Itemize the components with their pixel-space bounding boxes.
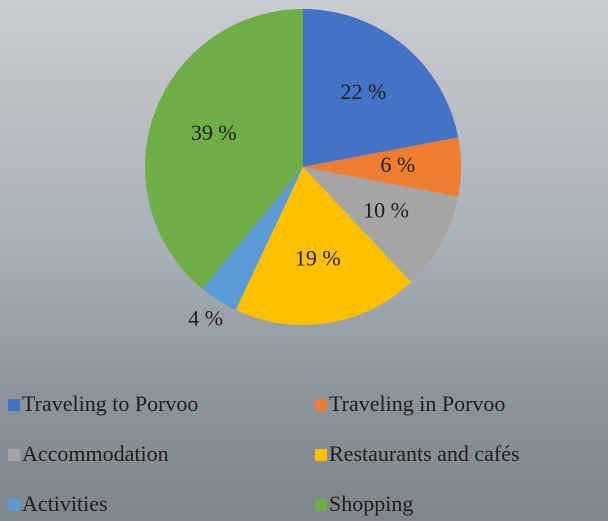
data-label: 4 %	[188, 305, 223, 330]
legend-label: Traveling in Porvoo	[329, 391, 505, 416]
legend-swatch	[8, 499, 20, 511]
legend-label: Activities	[22, 491, 108, 516]
data-label: 22 %	[341, 79, 387, 104]
legend-swatch	[315, 449, 327, 461]
chart: 22 % 6 % 10 % 19 % 4 % 39 % Traveling to Porv…	[0, 0, 608, 521]
legend-label: Restaurants and cafés	[329, 441, 520, 466]
data-label: 10 %	[363, 198, 409, 223]
legend-swatch	[8, 399, 20, 411]
legend-swatch	[8, 449, 20, 461]
data-label: 6 %	[380, 152, 415, 177]
legend-swatch	[315, 399, 327, 411]
legend-label: Accommodation	[22, 441, 169, 466]
data-label: 19 %	[295, 246, 341, 271]
legend-label: Shopping	[329, 491, 413, 516]
legend-label: Traveling to Porvoo	[22, 391, 198, 416]
page: 22 % 6 % 10 % 19 % 4 % 39 % Traveling to Porv…	[0, 0, 608, 521]
legend-swatch	[315, 499, 327, 511]
data-label: 39 %	[191, 120, 237, 145]
